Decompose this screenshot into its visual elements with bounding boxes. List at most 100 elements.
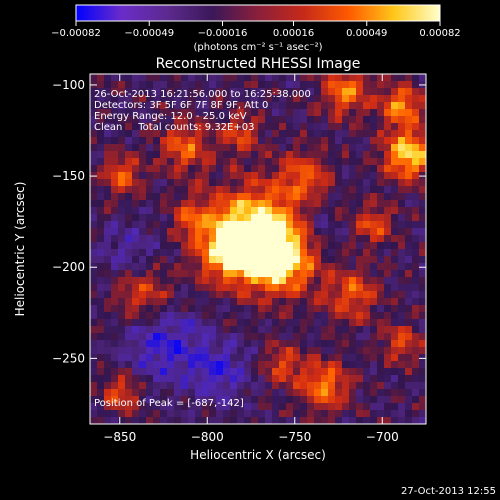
heatmap-cell bbox=[314, 312, 322, 320]
heatmap-cell bbox=[97, 291, 105, 299]
heatmap-cell bbox=[349, 116, 357, 124]
heatmap-cell bbox=[279, 221, 287, 229]
heatmap-cell bbox=[300, 368, 308, 376]
heatmap-cell bbox=[181, 361, 189, 369]
heatmap-cell bbox=[209, 277, 217, 285]
heatmap-cell bbox=[167, 354, 175, 362]
heatmap-cell bbox=[293, 361, 301, 369]
heatmap-cell bbox=[314, 158, 322, 166]
heatmap-cell bbox=[391, 347, 399, 355]
heatmap-cell bbox=[223, 165, 231, 173]
heatmap-cell bbox=[174, 88, 182, 96]
heatmap-cell bbox=[356, 88, 364, 96]
heatmap-cell bbox=[272, 403, 280, 411]
heatmap-cell bbox=[111, 144, 119, 152]
heatmap-cell bbox=[160, 221, 168, 229]
heatmap-cell bbox=[167, 368, 175, 376]
heatmap-cell bbox=[118, 403, 126, 411]
heatmap-cell bbox=[377, 396, 385, 404]
heatmap-cell bbox=[188, 256, 196, 264]
heatmap-cell bbox=[90, 375, 98, 383]
heatmap-cell bbox=[286, 319, 294, 327]
heatmap-cell bbox=[153, 228, 161, 236]
heatmap-cell bbox=[398, 95, 406, 103]
heatmap-cell bbox=[223, 263, 231, 271]
heatmap-cell bbox=[356, 137, 364, 145]
heatmap-cell bbox=[321, 102, 329, 110]
heatmap-cell bbox=[321, 74, 329, 82]
heatmap-cell bbox=[370, 382, 378, 390]
heatmap-cell bbox=[279, 165, 287, 173]
annotation-energy-range: Energy Range: 12.0 - 25.0 keV bbox=[94, 111, 247, 122]
heatmap-cell bbox=[195, 312, 203, 320]
heatmap-cell bbox=[356, 291, 364, 299]
heatmap-cell bbox=[307, 151, 315, 159]
heatmap-cell bbox=[356, 277, 364, 285]
heatmap-cell bbox=[342, 403, 350, 411]
heatmap-cell bbox=[195, 88, 203, 96]
heatmap-cell bbox=[335, 137, 343, 145]
heatmap-cell bbox=[202, 95, 210, 103]
heatmap-cell bbox=[419, 312, 426, 320]
heatmap-cell bbox=[111, 193, 119, 201]
heatmap-cell bbox=[307, 221, 315, 229]
heatmap-cell bbox=[139, 165, 147, 173]
heatmap-cell bbox=[405, 375, 413, 383]
heatmap-cell bbox=[335, 249, 343, 257]
heatmap-cell bbox=[258, 270, 266, 278]
heatmap-cell bbox=[167, 396, 175, 404]
heatmap-cell bbox=[272, 235, 280, 243]
heatmap-cell bbox=[125, 298, 133, 306]
heatmap-cell bbox=[328, 95, 336, 103]
heatmap-cell bbox=[223, 172, 231, 180]
heatmap-cell bbox=[174, 312, 182, 320]
heatmap-cell bbox=[342, 207, 350, 215]
heatmap-cell bbox=[363, 298, 371, 306]
heatmap-cell bbox=[342, 81, 350, 89]
heatmap-cell bbox=[398, 88, 406, 96]
heatmap-cell bbox=[244, 186, 252, 194]
heatmap-cell bbox=[293, 256, 301, 264]
heatmap-cell bbox=[265, 214, 273, 222]
heatmap-cell bbox=[90, 158, 98, 166]
heatmap-cell bbox=[160, 403, 168, 411]
heatmap-cell bbox=[146, 410, 154, 418]
heatmap-cell bbox=[398, 305, 406, 313]
heatmap-cell bbox=[181, 116, 189, 124]
heatmap-cell bbox=[384, 333, 392, 341]
heatmap-cell bbox=[307, 417, 315, 424]
heatmap-cell bbox=[377, 151, 385, 159]
heatmap-cell bbox=[384, 137, 392, 145]
heatmap-cell bbox=[160, 228, 168, 236]
heatmap-cell bbox=[335, 116, 343, 124]
heatmap-cell bbox=[167, 277, 175, 285]
heatmap-cell bbox=[167, 382, 175, 390]
heatmap-cell bbox=[174, 165, 182, 173]
heatmap-cell bbox=[188, 382, 196, 390]
heatmap-cell bbox=[125, 137, 133, 145]
heatmap-cell bbox=[405, 291, 413, 299]
heatmap-cell bbox=[314, 200, 322, 208]
heatmap-cell bbox=[286, 151, 294, 159]
heatmap-cell bbox=[342, 95, 350, 103]
heatmap-cell bbox=[237, 326, 245, 334]
heatmap-cell bbox=[195, 291, 203, 299]
heatmap-cell bbox=[188, 165, 196, 173]
heatmap-cell bbox=[391, 102, 399, 110]
heatmap-cell bbox=[244, 410, 252, 418]
heatmap-cell bbox=[244, 249, 252, 257]
heatmap-cell bbox=[209, 410, 217, 418]
heatmap-cell bbox=[97, 235, 105, 243]
heatmap-cell bbox=[216, 81, 224, 89]
heatmap-cell bbox=[209, 151, 217, 159]
heatmap-cell bbox=[167, 410, 175, 418]
heatmap-cell bbox=[300, 130, 308, 138]
heatmap-cell bbox=[188, 361, 196, 369]
heatmap-cell bbox=[258, 389, 266, 397]
heatmap-cell bbox=[97, 221, 105, 229]
heatmap-cell bbox=[251, 130, 259, 138]
heatmap-cell bbox=[181, 235, 189, 243]
heatmap-cell bbox=[412, 375, 420, 383]
heatmap-cell bbox=[349, 291, 357, 299]
heatmap-cell bbox=[328, 165, 336, 173]
